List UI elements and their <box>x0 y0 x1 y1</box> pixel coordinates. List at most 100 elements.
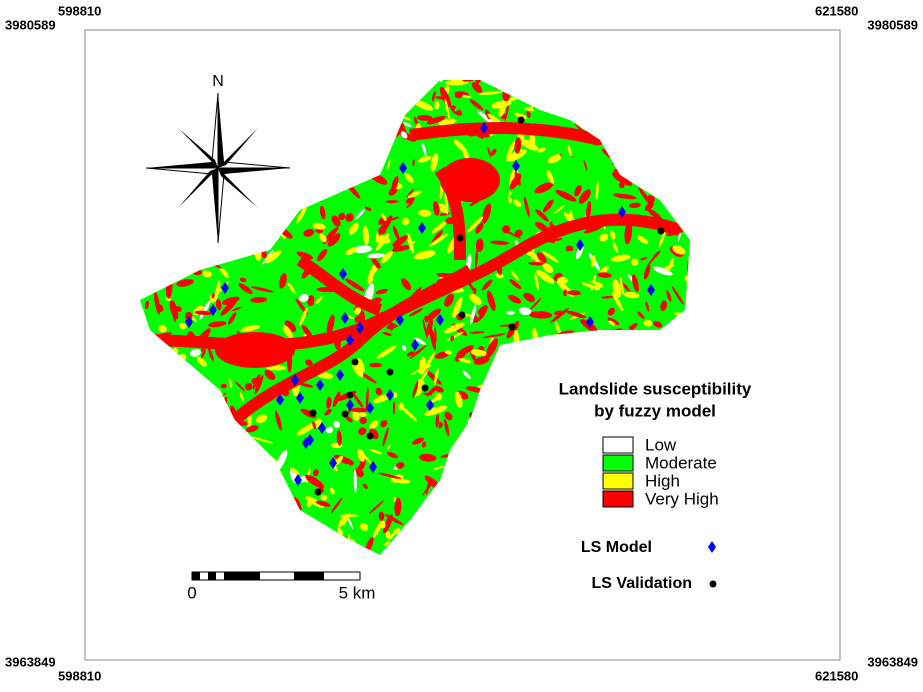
north-arrow <box>146 93 290 243</box>
raster-patch <box>340 157 353 169</box>
raster-patch <box>139 187 153 203</box>
raster-patch <box>148 216 155 232</box>
raster-patch <box>187 519 192 540</box>
raster-patch <box>486 478 496 490</box>
raster-patch <box>570 429 591 438</box>
raster-patch <box>129 433 152 442</box>
raster-patch <box>557 449 573 460</box>
raster-patch <box>309 165 317 173</box>
raster-patch <box>692 141 698 158</box>
raster-patch <box>190 436 198 448</box>
raster-patch <box>569 470 584 482</box>
raster-patch <box>679 508 685 518</box>
raster-patch <box>619 523 635 536</box>
raster-patch <box>247 514 266 530</box>
raster-patch <box>535 371 541 393</box>
raster-patch <box>181 99 187 118</box>
raster-patch <box>121 379 141 388</box>
raster-patch <box>277 511 295 513</box>
raster-patch <box>251 150 272 161</box>
raster-patch <box>617 96 625 111</box>
raster-patch <box>623 337 640 359</box>
raster-patch <box>268 534 291 547</box>
raster-patch <box>290 99 301 114</box>
raster-patch <box>124 282 139 292</box>
raster-patch <box>402 73 413 85</box>
raster-patch <box>129 483 136 488</box>
raster-patch <box>690 532 708 547</box>
raster-patch <box>525 484 536 495</box>
raster-patch <box>527 71 543 85</box>
raster-patch <box>129 478 135 500</box>
raster-patch <box>293 529 304 549</box>
raster-patch <box>315 169 320 177</box>
raster-patch <box>550 372 559 393</box>
raster-patch <box>576 407 592 415</box>
raster-patch <box>201 116 216 130</box>
raster-patch <box>558 467 566 472</box>
raster-patch <box>158 511 176 517</box>
raster-patch <box>354 148 367 161</box>
legend-swatch <box>603 455 633 471</box>
raster-patch <box>511 451 528 459</box>
raster-patch <box>127 430 146 442</box>
validation-point <box>310 410 317 417</box>
raster-patch <box>184 202 190 212</box>
raster-patch <box>141 130 163 144</box>
model-point <box>708 541 716 553</box>
raster-patch <box>255 94 263 101</box>
raster-patch <box>484 426 490 443</box>
raster-patch <box>321 159 337 170</box>
validation-point <box>518 117 525 124</box>
raster-patch <box>202 461 214 472</box>
raster-patch <box>309 64 324 85</box>
raster-patch <box>675 359 685 380</box>
raster-patch <box>157 529 163 552</box>
raster-patch <box>214 512 226 517</box>
raster-patch <box>456 462 472 483</box>
raster-patch <box>672 164 683 171</box>
raster-patch <box>522 438 533 451</box>
raster-patch <box>386 94 404 104</box>
raster-patch <box>296 143 315 163</box>
raster-patch <box>361 104 385 112</box>
raster-patch <box>301 175 313 189</box>
raster-patch <box>151 271 162 283</box>
raster-patch <box>615 352 626 363</box>
raster-patch <box>229 517 239 533</box>
raster-patch <box>343 94 352 99</box>
raster-patch <box>654 150 662 158</box>
raster-patch <box>119 511 142 524</box>
raster-patch <box>185 555 206 559</box>
legend-swatch <box>603 437 633 453</box>
raster-patch <box>619 156 628 164</box>
raster-patch <box>479 427 502 442</box>
raster-patch <box>584 510 594 524</box>
raster-patch <box>139 280 150 291</box>
raster-patch <box>505 406 512 423</box>
raster-patch <box>498 419 500 433</box>
raster-patch <box>481 505 493 526</box>
raster-patch <box>448 544 459 557</box>
raster-patch <box>471 63 487 82</box>
raster-patch <box>539 341 546 349</box>
raster-patch <box>492 554 506 572</box>
raster-patch <box>157 520 176 537</box>
raster-patch <box>149 378 158 387</box>
raster-patch <box>559 435 581 442</box>
raster-patch <box>288 556 309 570</box>
coord-y: 3963849 <box>867 654 918 669</box>
raster-patch <box>632 419 653 437</box>
raster-patch <box>158 553 168 559</box>
raster-patch <box>134 351 152 367</box>
raster-patch <box>641 160 662 177</box>
raster-patch <box>135 270 149 290</box>
raster-patch <box>195 526 211 532</box>
raster-patch <box>127 498 146 508</box>
legend-label: Very High <box>645 489 719 508</box>
raster-patch <box>205 458 225 470</box>
raster-patch <box>122 293 137 307</box>
raster-patch <box>284 538 296 549</box>
raster-patch <box>564 84 574 90</box>
raster-patch <box>631 347 642 350</box>
